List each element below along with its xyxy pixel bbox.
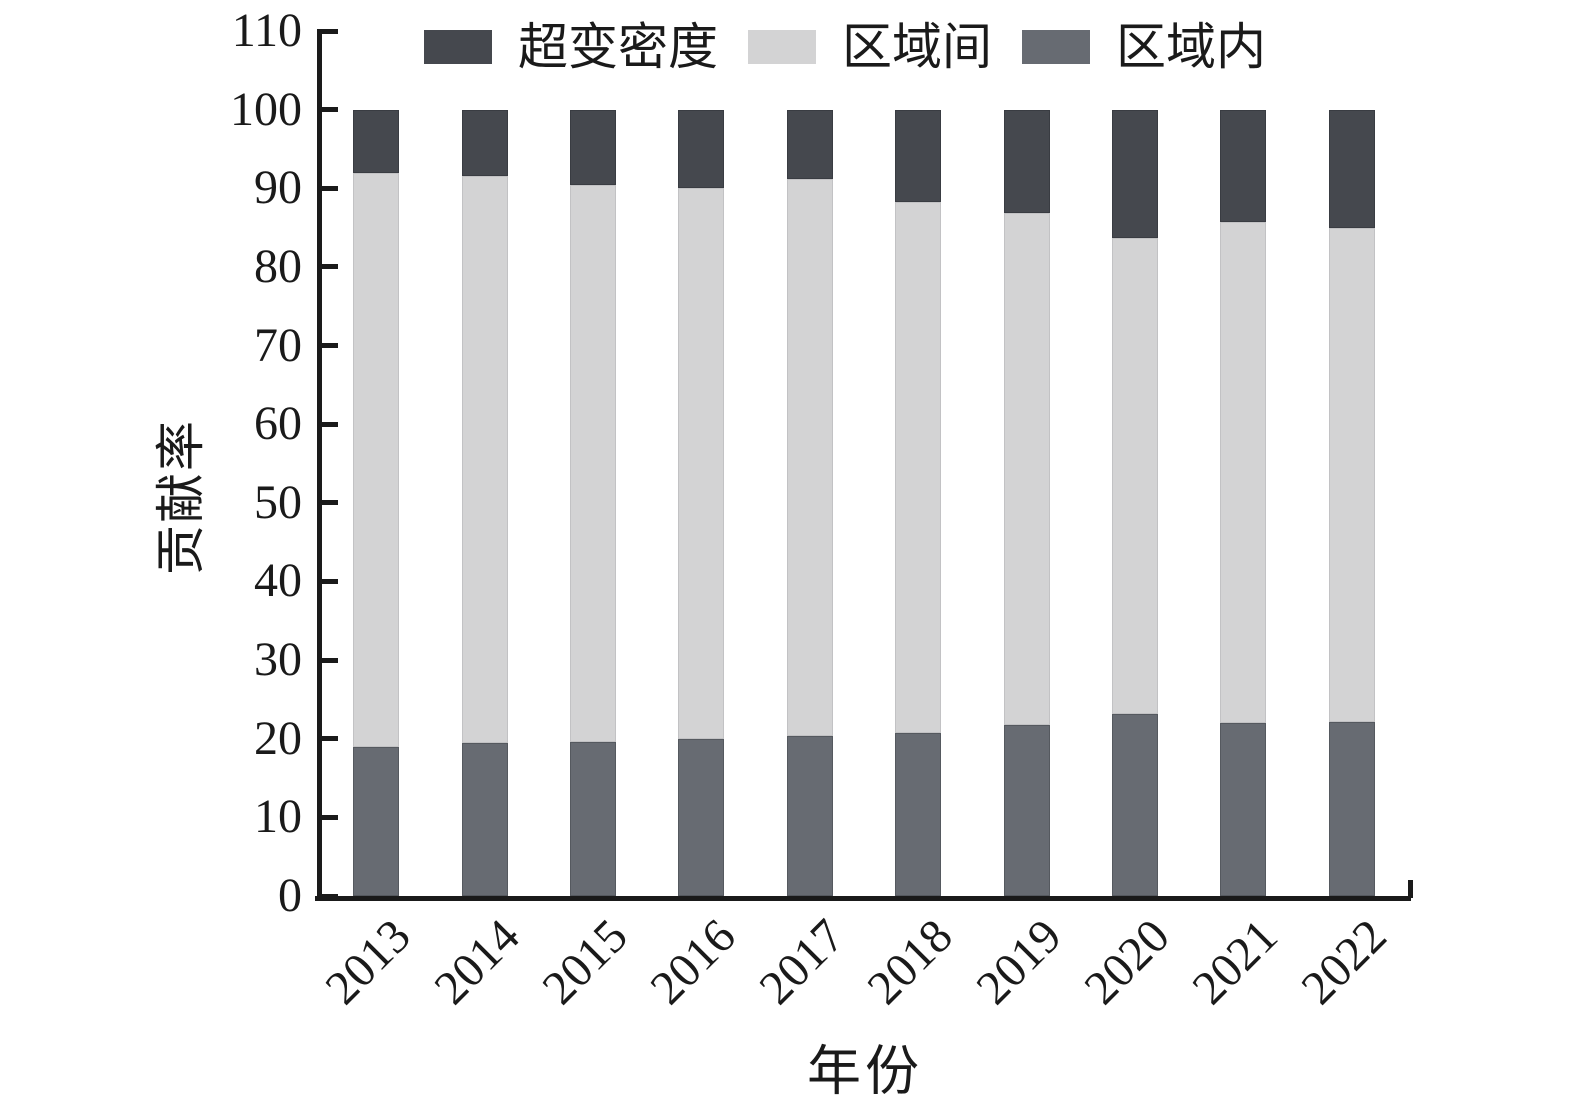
y-tick-label: 10 bbox=[254, 790, 302, 844]
bar-2015 bbox=[570, 31, 616, 896]
bar-segment-超变密度 bbox=[353, 109, 400, 173]
bar-2018 bbox=[895, 31, 942, 896]
bar-2017 bbox=[786, 31, 833, 896]
bar-segment-区域内 bbox=[461, 743, 508, 896]
y-tick-label: 30 bbox=[254, 633, 302, 687]
y-tick bbox=[322, 657, 338, 663]
bar-segment-区域内 bbox=[1328, 722, 1375, 896]
bar-segment-区域间 bbox=[570, 185, 616, 742]
bar-segment-区域间 bbox=[678, 188, 725, 739]
legend-item-区域内: 区域内 bbox=[1022, 20, 1266, 74]
y-tick-label: 70 bbox=[254, 318, 302, 372]
y-tick-label: 0 bbox=[278, 869, 302, 922]
bar-segment-区域间 bbox=[1220, 222, 1267, 723]
bar-segment-超变密度 bbox=[678, 109, 725, 189]
bar-segment-区域内 bbox=[570, 741, 616, 896]
x-axis-end-tick bbox=[1408, 880, 1413, 898]
y-tick bbox=[322, 264, 338, 270]
bar-segment-区域内 bbox=[678, 738, 725, 896]
y-tick bbox=[322, 736, 338, 742]
bar-segment-区域内 bbox=[1112, 714, 1158, 896]
bar-segment-区域间 bbox=[1328, 227, 1375, 723]
bar-segment-区域间 bbox=[1112, 237, 1158, 715]
y-tick bbox=[322, 343, 338, 349]
x-axis-line bbox=[315, 896, 1411, 901]
bar-2014 bbox=[461, 31, 508, 896]
bar-2016 bbox=[678, 31, 725, 896]
x-axis-title: 年份 bbox=[807, 1041, 923, 1102]
bar-segment-超变密度 bbox=[895, 109, 942, 202]
bar-segment-超变密度 bbox=[461, 109, 508, 176]
y-tick bbox=[322, 28, 338, 34]
bar-segment-区域内 bbox=[353, 746, 400, 896]
y-tick bbox=[322, 578, 338, 584]
y-tick bbox=[322, 185, 338, 191]
y-tick bbox=[322, 500, 338, 506]
y-tick bbox=[322, 421, 338, 427]
legend-swatch-超变密度 bbox=[424, 30, 492, 64]
bar-2019 bbox=[1003, 31, 1050, 896]
bar-segment-区域内 bbox=[895, 733, 942, 896]
bar-2021 bbox=[1220, 31, 1267, 896]
y-tick-label: 50 bbox=[254, 475, 302, 529]
bar-segment-区域间 bbox=[353, 172, 400, 747]
legend-label: 区域间 bbox=[842, 19, 992, 75]
legend-item-区域间: 区域间 bbox=[748, 20, 992, 74]
legend-swatch-区域间 bbox=[748, 30, 816, 64]
bar-segment-区域内 bbox=[1220, 723, 1267, 896]
y-axis-line bbox=[317, 29, 322, 901]
bar-segment-超变密度 bbox=[570, 109, 616, 186]
bar-segment-超变密度 bbox=[1003, 109, 1050, 213]
y-tick-label: 40 bbox=[254, 554, 302, 608]
plot-area bbox=[315, 28, 1413, 901]
legend-swatch-区域内 bbox=[1022, 30, 1090, 64]
bar-2013 bbox=[353, 31, 400, 896]
y-tick-label: 90 bbox=[254, 161, 302, 215]
bar-segment-区域内 bbox=[1003, 725, 1050, 896]
legend: 超变密度 区域间 区域内 bbox=[424, 20, 1296, 74]
bar-segment-超变密度 bbox=[1220, 109, 1267, 223]
legend-item-超变密度: 超变密度 bbox=[424, 20, 718, 74]
bar-2022 bbox=[1328, 31, 1375, 896]
y-tick-label: 80 bbox=[254, 239, 302, 293]
y-tick-label: 110 bbox=[231, 4, 302, 57]
y-tick-label: 20 bbox=[254, 711, 302, 765]
y-tick-label: 60 bbox=[254, 397, 302, 451]
y-tick-label: 100 bbox=[230, 82, 302, 136]
y-tick bbox=[322, 893, 338, 899]
bar-segment-区域间 bbox=[895, 201, 942, 734]
bar-segment-区域间 bbox=[1003, 212, 1050, 726]
bar-2020 bbox=[1112, 31, 1158, 896]
bar-segment-超变密度 bbox=[1112, 109, 1158, 238]
legend-label: 超变密度 bbox=[518, 19, 718, 75]
bar-segment-区域间 bbox=[786, 178, 833, 737]
bar-segment-超变密度 bbox=[1328, 109, 1375, 228]
y-tick bbox=[322, 107, 338, 113]
bar-segment-区域内 bbox=[786, 736, 833, 896]
y-tick bbox=[322, 814, 338, 820]
bar-segment-超变密度 bbox=[786, 109, 833, 179]
bar-segment-区域间 bbox=[461, 175, 508, 744]
legend-label: 区域内 bbox=[1116, 19, 1266, 75]
